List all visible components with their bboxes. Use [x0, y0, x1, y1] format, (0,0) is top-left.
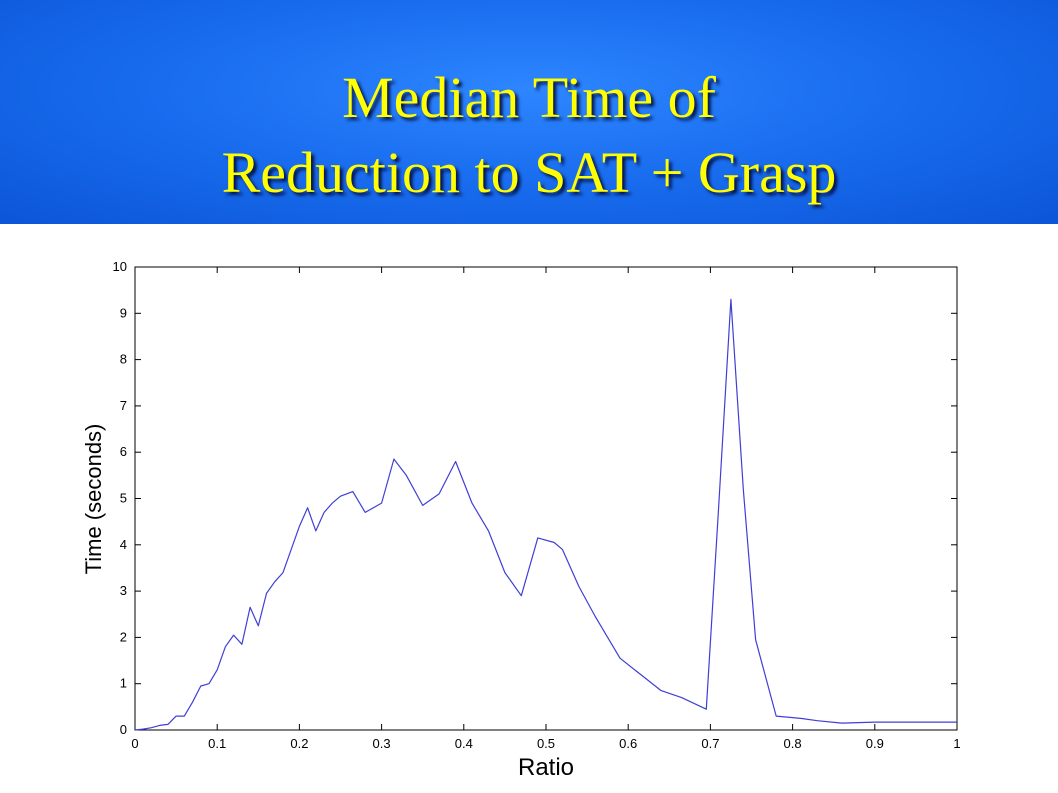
tick-labels: 0 0.1 0.2 0.3 0.4 0.5 0.6 0.7 0.8 0.9 101234567891…	[113, 259, 961, 751]
y-tick-label: 4	[120, 537, 127, 552]
slide-title: Median Time of Reduction to SAT + Grasp	[0, 60, 1058, 210]
x-tick-label: 0	[131, 736, 138, 751]
series-line	[134, 298, 957, 731]
y-tick-label: 2	[120, 629, 127, 644]
x-tick-label: 0.9	[866, 736, 884, 751]
x-tick-label: 0.3	[373, 736, 391, 751]
slide-title-line-2: Reduction to SAT + Grasp	[221, 140, 837, 205]
y-tick-label: 10	[113, 259, 127, 274]
x-tick-label: 0.6	[619, 736, 637, 751]
plot-area	[134, 266, 958, 731]
x-tick-label: 0.7	[701, 736, 719, 751]
x-tick-label: 1	[953, 736, 960, 751]
y-axis-label: Time (seconds)	[81, 424, 106, 575]
y-tick-label: 3	[120, 583, 127, 598]
y-tick-label: 7	[120, 398, 127, 413]
series-layer	[134, 298, 957, 731]
y-tick-label: 9	[120, 305, 127, 320]
y-tick-label: 5	[120, 491, 127, 506]
y-tick-label: 8	[120, 352, 127, 367]
axis-ticks	[134, 266, 958, 731]
x-axis-label: Ratio	[518, 754, 574, 781]
x-tick-label: 0.4	[455, 736, 473, 751]
y-tick-label: 1	[120, 676, 127, 691]
x-tick-label: 0.1	[208, 736, 226, 751]
title-banner	[0, 0, 1058, 224]
y-tick-label: 6	[120, 444, 127, 459]
y-tick-label: 0	[120, 722, 127, 737]
line-chart: 0 0.1 0.2 0.3 0.4 0.5 0.6 0.7 0.8 0.9 101234567891…	[81, 259, 961, 781]
x-tick-label: 0.2	[290, 736, 308, 751]
slide-title-line-1: Median Time of	[342, 65, 716, 130]
x-tick-label: 0.5	[537, 736, 555, 751]
x-tick-label: 0.8	[784, 736, 802, 751]
